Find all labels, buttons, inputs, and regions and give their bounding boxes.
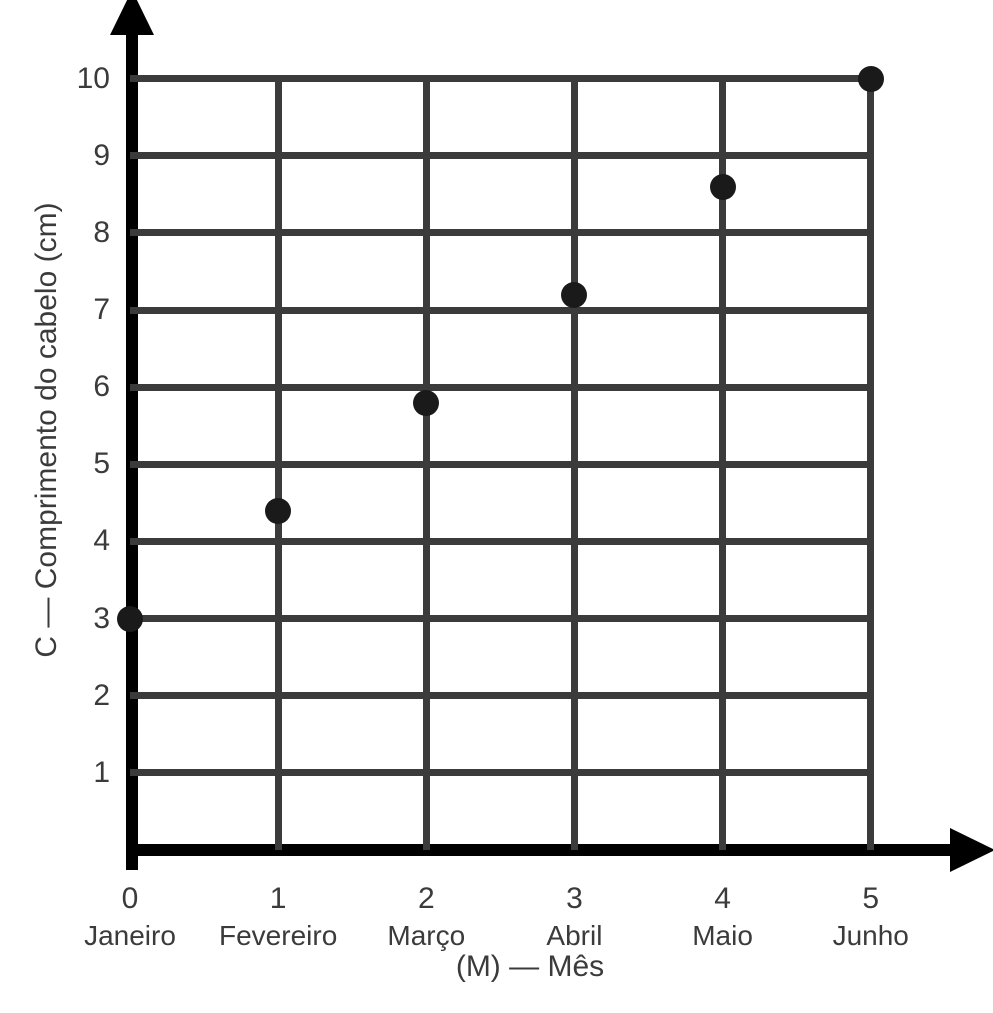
data-point: [413, 390, 439, 416]
y-tick-label: 10: [60, 62, 110, 96]
y-tick-label: 4: [60, 524, 110, 558]
grid-line-vertical: [571, 75, 578, 850]
grid-line-horizontal: [130, 229, 874, 236]
grid-line-horizontal: [130, 538, 874, 545]
x-tick-label: 2: [396, 882, 456, 916]
y-tick-label: 7: [60, 293, 110, 327]
x-axis-label: (M) — Mês: [130, 950, 930, 984]
y-tick-label: 3: [60, 602, 110, 636]
y-axis-label: C — Comprimento do cabelo (cm): [30, 202, 64, 657]
y-tick-label: 5: [60, 447, 110, 481]
x-month-label: Março: [346, 920, 506, 952]
chart-container: 1 2 3 4 5 6 7 8 9 10 0 1 2 3 4 5 JaneiroFevereiroMarçoAb…: [20, 20, 973, 993]
x-month-label: Janeiro: [50, 920, 210, 952]
data-point: [858, 66, 884, 92]
grid-line-horizontal: [130, 769, 874, 776]
grid-line-vertical: [275, 75, 282, 850]
plot-area: 12345678910012345JaneiroFevereiroMarçoAb…: [130, 40, 930, 850]
grid-line-horizontal: [130, 307, 874, 314]
y-axis-arrowhead: [110, 0, 154, 35]
x-tick-label: 0: [100, 882, 160, 916]
x-tick-label: 3: [544, 882, 604, 916]
x-month-label: Abril: [494, 920, 654, 952]
grid-line-horizontal: [130, 461, 874, 468]
x-tick-label: 4: [693, 882, 753, 916]
grid-line-horizontal: [130, 384, 874, 391]
x-axis-line: [126, 844, 956, 856]
grid-line-horizontal: [130, 615, 874, 622]
grid-line-horizontal: [130, 75, 874, 82]
data-point: [710, 174, 736, 200]
y-tick-label: 8: [60, 216, 110, 250]
y-tick-label: 2: [60, 679, 110, 713]
x-tick-label: 5: [841, 882, 901, 916]
x-month-label: Junho: [791, 920, 951, 952]
x-month-label: Fevereiro: [198, 920, 358, 952]
y-tick-label: 9: [60, 139, 110, 173]
data-point: [561, 282, 587, 308]
grid-line-horizontal: [130, 152, 874, 159]
y-tick-label: 6: [60, 370, 110, 404]
data-point: [117, 606, 143, 632]
x-tick-label: 1: [248, 882, 308, 916]
grid-line-horizontal: [130, 692, 874, 699]
x-month-label: Maio: [643, 920, 803, 952]
grid-line-vertical: [867, 75, 874, 850]
grid-line-vertical: [423, 75, 430, 850]
y-tick-label: 1: [60, 756, 110, 790]
x-axis-arrowhead: [950, 828, 993, 872]
data-point: [265, 498, 291, 524]
